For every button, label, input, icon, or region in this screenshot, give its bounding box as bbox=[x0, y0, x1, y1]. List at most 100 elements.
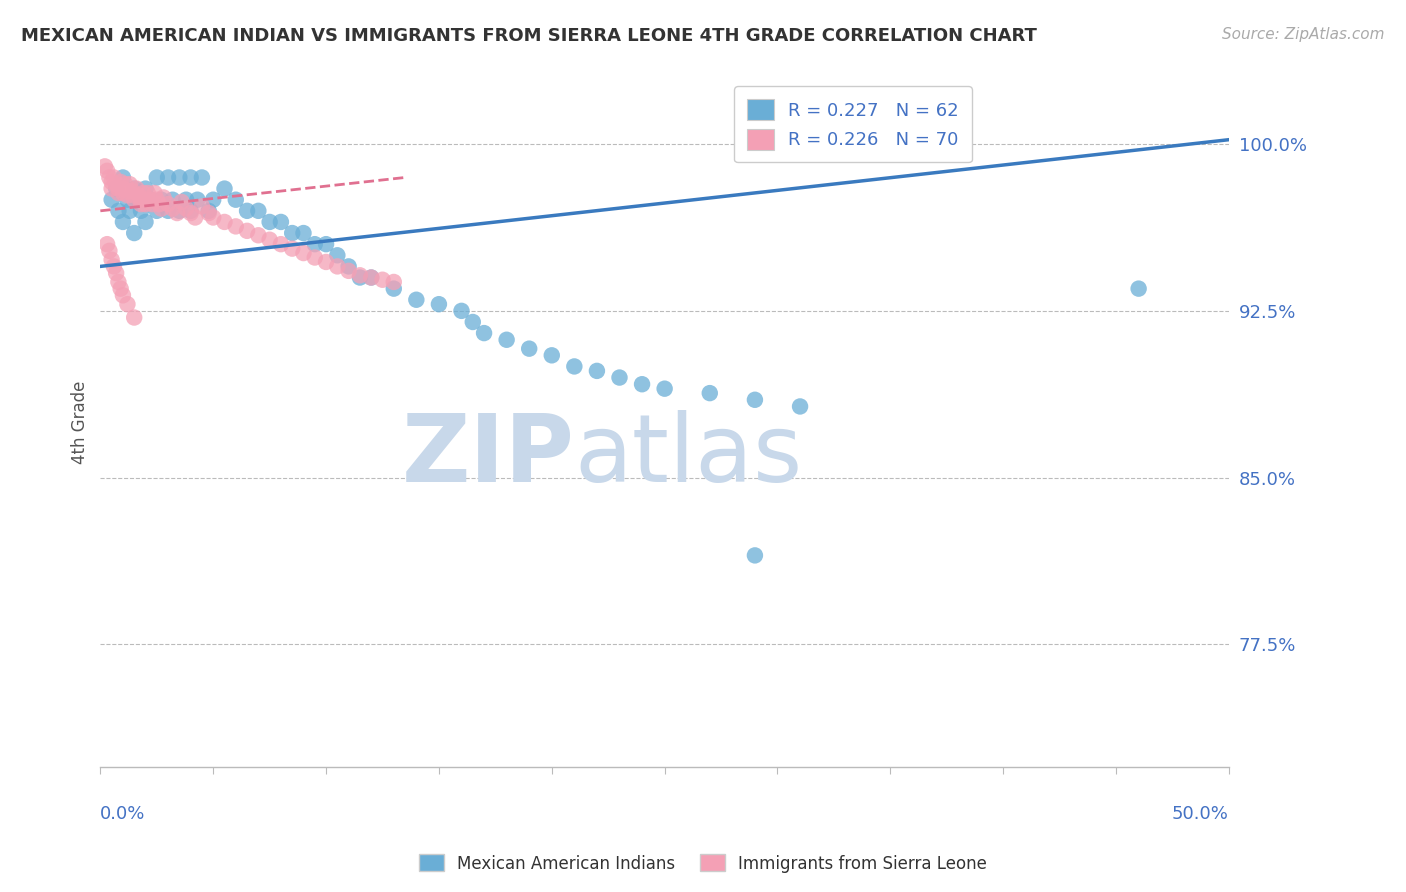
Point bbox=[169, 203, 191, 218]
Point bbox=[134, 181, 156, 195]
Point bbox=[150, 202, 173, 216]
Point bbox=[186, 193, 208, 207]
Point bbox=[166, 206, 188, 220]
Y-axis label: 4th Grade: 4th Grade bbox=[72, 380, 89, 464]
Point bbox=[281, 242, 304, 256]
Point bbox=[472, 326, 495, 340]
Point bbox=[349, 270, 371, 285]
Point bbox=[270, 215, 292, 229]
Point bbox=[143, 186, 166, 200]
Point bbox=[122, 193, 145, 207]
Point bbox=[654, 382, 676, 396]
Point bbox=[117, 297, 139, 311]
Point bbox=[129, 193, 152, 207]
Point bbox=[157, 170, 180, 185]
Point bbox=[259, 233, 281, 247]
Point bbox=[157, 203, 180, 218]
Point bbox=[162, 193, 184, 207]
Point bbox=[789, 400, 811, 414]
Point bbox=[349, 268, 371, 283]
Point bbox=[170, 194, 193, 209]
Point bbox=[117, 188, 139, 202]
Point bbox=[110, 175, 132, 189]
Point bbox=[699, 386, 721, 401]
Text: MEXICAN AMERICAN INDIAN VS IMMIGRANTS FROM SIERRA LEONE 4TH GRADE CORRELATION CH: MEXICAN AMERICAN INDIAN VS IMMIGRANTS FR… bbox=[21, 27, 1038, 45]
Point bbox=[107, 186, 129, 200]
Point bbox=[586, 364, 609, 378]
Point bbox=[405, 293, 427, 307]
Point bbox=[371, 273, 394, 287]
Point bbox=[96, 237, 118, 252]
Point bbox=[609, 370, 631, 384]
Point bbox=[326, 260, 349, 274]
Point bbox=[118, 203, 141, 218]
Point bbox=[98, 244, 121, 258]
Point bbox=[631, 377, 654, 392]
Point bbox=[111, 215, 134, 229]
Point bbox=[105, 266, 128, 280]
Point bbox=[180, 170, 202, 185]
Point bbox=[382, 282, 405, 296]
Point bbox=[105, 177, 128, 191]
Point bbox=[114, 177, 136, 191]
Point bbox=[281, 226, 304, 240]
Point bbox=[292, 246, 315, 260]
Point bbox=[247, 228, 270, 243]
Point bbox=[315, 255, 337, 269]
Point bbox=[125, 181, 148, 195]
Point bbox=[157, 197, 180, 211]
Point bbox=[110, 282, 132, 296]
Point bbox=[236, 224, 259, 238]
Point bbox=[122, 188, 145, 202]
Point bbox=[139, 193, 162, 207]
Point bbox=[197, 206, 219, 220]
Point bbox=[304, 237, 326, 252]
Point bbox=[292, 226, 315, 240]
Text: atlas: atlas bbox=[574, 410, 803, 502]
Point bbox=[202, 211, 225, 225]
Text: ZIP: ZIP bbox=[402, 410, 574, 502]
Point bbox=[107, 275, 129, 289]
Point bbox=[103, 260, 125, 274]
Point bbox=[150, 193, 173, 207]
Point bbox=[132, 186, 155, 200]
Point bbox=[134, 215, 156, 229]
Point bbox=[129, 203, 152, 218]
Point bbox=[236, 203, 259, 218]
Text: Source: ZipAtlas.com: Source: ZipAtlas.com bbox=[1222, 27, 1385, 42]
Point bbox=[180, 206, 202, 220]
Point bbox=[121, 184, 143, 198]
Point bbox=[326, 248, 349, 262]
Point bbox=[117, 193, 139, 207]
Point bbox=[427, 297, 450, 311]
Point bbox=[270, 237, 292, 252]
Legend: Mexican American Indians, Immigrants from Sierra Leone: Mexican American Indians, Immigrants fro… bbox=[412, 847, 994, 880]
Point bbox=[744, 549, 766, 563]
Point bbox=[111, 186, 134, 200]
Point bbox=[184, 211, 207, 225]
Point bbox=[162, 202, 184, 216]
Point bbox=[117, 184, 139, 198]
Point bbox=[134, 197, 156, 211]
Point bbox=[495, 333, 517, 347]
Point bbox=[315, 237, 337, 252]
Point bbox=[107, 181, 129, 195]
Point bbox=[562, 359, 585, 374]
Point bbox=[146, 170, 169, 185]
Point bbox=[100, 252, 122, 267]
Point bbox=[129, 197, 152, 211]
Point bbox=[98, 170, 121, 185]
Point bbox=[174, 202, 197, 216]
Point bbox=[111, 181, 134, 195]
Point bbox=[450, 304, 472, 318]
Text: 0.0%: 0.0% bbox=[100, 805, 146, 823]
Point bbox=[111, 170, 134, 185]
Point bbox=[169, 170, 191, 185]
Point bbox=[360, 270, 382, 285]
Point bbox=[96, 163, 118, 178]
Point bbox=[105, 181, 128, 195]
Point bbox=[146, 203, 169, 218]
Point bbox=[100, 181, 122, 195]
Text: 50.0%: 50.0% bbox=[1173, 805, 1229, 823]
Point bbox=[100, 175, 122, 189]
